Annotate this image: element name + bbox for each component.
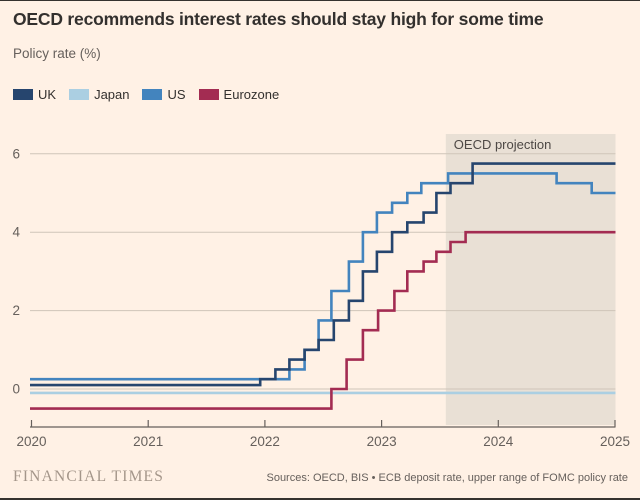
legend-label: UK — [38, 87, 57, 102]
y-tick-label-2: 2 — [12, 303, 20, 318]
sources-note: Sources: OECD, BIS • ECB deposit rate, u… — [266, 472, 628, 484]
x-tick-label-2025: 2025 — [600, 434, 630, 449]
series-line-eurozone — [30, 230, 616, 410]
projection-label: OECD projection — [454, 137, 552, 152]
legend-item-eurozone: Eurozone — [198, 87, 280, 102]
legend-swatch — [13, 89, 33, 100]
series-line-uk — [30, 162, 616, 387]
x-tick-label-2022: 2022 — [250, 434, 280, 449]
y-tick-label-0: 0 — [12, 382, 20, 397]
ft-logo-text: FINANCIAL TIMES — [13, 468, 165, 485]
legend-item-uk: UK — [13, 87, 56, 102]
projection-region — [445, 134, 616, 425]
window-top-edge — [0, 0, 640, 1]
y-tick-label-6: 6 — [12, 146, 20, 161]
legend-swatch — [69, 89, 90, 100]
legend-item-japan: Japan — [69, 87, 129, 102]
legend-label: US — [167, 87, 186, 102]
chart-legend: UK Japan US Eurozone — [13, 87, 279, 102]
chart-title: OECD recommends interest rates should st… — [13, 9, 544, 29]
window-bottom-edge — [0, 498, 640, 500]
y-tick-label-4: 4 — [12, 225, 20, 240]
x-tick-label-2020: 2020 — [16, 434, 46, 449]
legend-swatch — [198, 89, 219, 100]
legend-swatch — [142, 89, 163, 100]
x-tick-label-2024: 2024 — [483, 434, 514, 449]
chart-subtitle: Policy rate (%) — [13, 46, 101, 61]
x-tick-label-2021: 2021 — [133, 434, 163, 449]
legend-label: Japan — [94, 87, 130, 102]
x-tick-label-2023: 2023 — [367, 434, 397, 449]
legend-label: Eurozone — [223, 87, 280, 102]
legend-item-us: US — [142, 87, 186, 102]
